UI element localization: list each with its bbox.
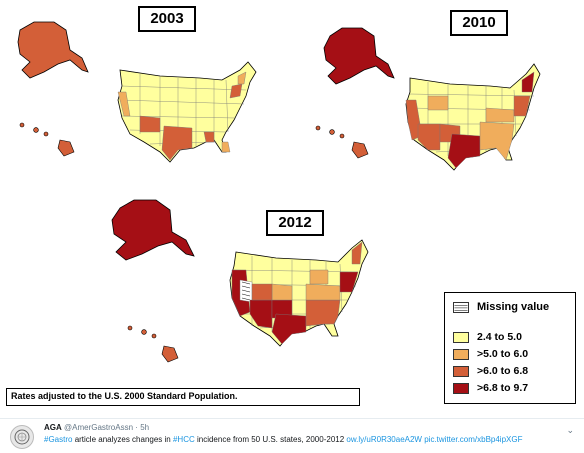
hashtag-gastro[interactable]: #Gastro [44,435,73,444]
tweet-author-handle[interactable]: @AmerGastroAssn [64,423,134,432]
tweet-header: AGA @AmerGastroAssn · 5h [44,423,149,432]
legend-swatch [453,365,469,377]
high-rate-states-2012 [231,241,363,345]
hawaii-2012 [127,325,179,363]
legend-item: >6.0 to 6.8 [453,365,528,377]
year-label-2010: 2010 [450,10,508,36]
alaska-2012 [111,199,195,261]
tweet-text-part: incidence from 50 U.S. states, 2000-2012 [194,435,347,444]
map-2003 [17,21,257,163]
map-2010 [315,27,541,171]
legend-item-label: >6.8 to 9.7 [477,382,529,394]
seal-icon [14,429,30,445]
legend-missing: Missing value [453,301,549,313]
map-legend: Missing value 2.4 to 5.0 >5.0 to 6.0 >6.… [444,292,576,404]
legend-swatch [453,331,469,343]
tweet[interactable]: AGA @AmerGastroAssn · 5h #Gastro article… [0,418,584,453]
article-link[interactable]: ow.ly/uR0R30aeA2W [346,435,422,444]
image-link[interactable]: pic.twitter.com/xbBp4ipXGF [424,435,523,444]
legend-item: 2.4 to 5.0 [453,331,522,343]
legend-item: >6.8 to 9.7 [453,382,528,394]
chevron-down-icon[interactable]: ⌄ [566,425,574,435]
legend-item-label: >6.0 to 6.8 [477,365,529,377]
alaska-2010 [323,27,395,85]
tweet-separator: · [135,423,138,432]
year-label-2003: 2003 [138,6,196,32]
hcc-incidence-figure: 2003 2010 [6,6,576,406]
legend-swatch [453,382,469,394]
tweet-text-part: article analyzes changes in [72,435,173,444]
legend-item-label: >5.0 to 6.0 [477,348,529,360]
tweet-author-name[interactable]: AGA [44,423,62,432]
tweet-timestamp[interactable]: 5h [140,423,150,432]
legend-item: >5.0 to 6.0 [453,348,528,360]
hawaii-2010 [315,125,369,159]
year-label-2012: 2012 [266,210,324,236]
high-rate-states-2003 [117,71,247,161]
tweet-text: #Gastro article analyzes changes in #HCC… [44,435,522,444]
hashtag-hcc[interactable]: #HCC [172,435,195,444]
rate-adjustment-note: Rates adjusted to the U.S. 2000 Standard… [6,388,360,406]
map-2012 [111,199,369,363]
avatar[interactable] [10,425,34,449]
legend-swatch [453,348,469,360]
legend-missing-label: Missing value [477,301,550,313]
hatch-swatch [453,301,469,313]
high-rate-states-2010 [405,71,535,169]
hawaii-2003 [19,122,75,157]
legend-item-label: 2.4 to 5.0 [477,331,522,343]
state-borders-2003 [119,74,247,150]
alaska-2003 [17,21,89,79]
